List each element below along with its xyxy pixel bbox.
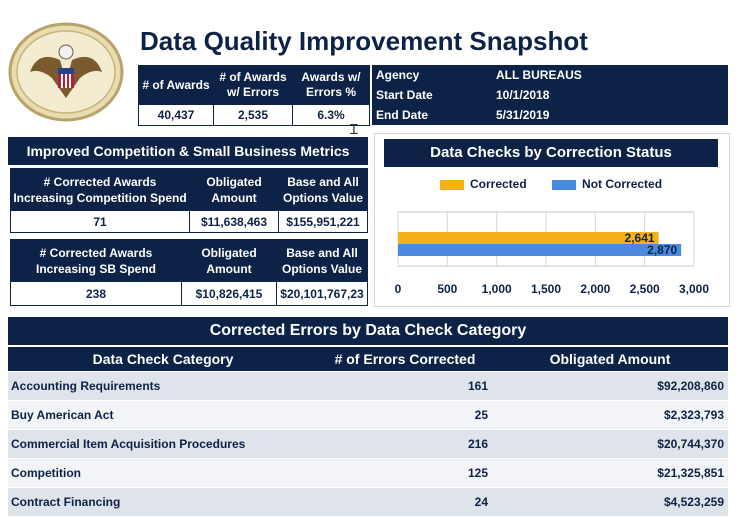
row-count: 161 (318, 371, 492, 401)
competition-header-base-value: Base and All Options Value (278, 168, 368, 211)
legend-swatch-not-corrected (552, 179, 577, 190)
agency-info-table: Agency ALL BUREAUS Start Date 10/1/2018 En… (372, 65, 728, 125)
sb-header-base-value: Base and All Options Value (276, 239, 368, 282)
sb-spend-table: # Corrected Awards Increasing SB Spend O… (10, 239, 368, 306)
row-amount: $20,744,370 (492, 429, 728, 459)
errors-table: Data Check Category # of Errors Correcte… (8, 347, 728, 517)
end-date-label: End Date (376, 108, 429, 122)
sb-value-obligated: $10,826,415 (181, 281, 277, 306)
awards-summary-table: # of Awards # of Awards w/ Errors Awards… (138, 65, 370, 126)
x-tick-label: 3,000 (679, 282, 709, 296)
row-category: Contract Financing (8, 487, 318, 517)
kpi-header-awards-errors: # of Awards w/ Errors (213, 65, 293, 105)
x-tick-label: 500 (437, 282, 457, 296)
competition-header-obligated: Obligated Amount (189, 168, 279, 211)
row-amount: $2,323,793 (492, 400, 728, 430)
data-label: 2,641 (625, 231, 655, 245)
x-tick-label: 1,500 (531, 282, 561, 296)
row-amount: $4,523,259 (492, 487, 728, 517)
row-amount: $21,325,851 (492, 458, 728, 488)
errors-header-category: Data Check Category (8, 347, 318, 372)
row-count: 25 (318, 400, 492, 430)
kpi-header-awards: # of Awards (138, 65, 214, 105)
chart-title: Data Checks by Correction Status (384, 139, 718, 167)
kpi-value-awards-errors: 2,535 (213, 104, 293, 126)
start-date-label: Start Date (376, 88, 433, 102)
start-date-value: 10/1/2018 (496, 88, 550, 102)
page-title: Data Quality Improvement Snapshot (140, 26, 588, 56)
row-category: Buy American Act (8, 400, 318, 430)
legend-swatch-corrected (440, 179, 464, 190)
legend-corrected: Corrected (440, 177, 527, 191)
errors-header-count: # of Errors Corrected (318, 347, 492, 372)
chart-legend: Corrected Not Corrected (440, 177, 662, 191)
end-date-value: 5/31/2019 (496, 108, 550, 122)
row-category: Competition (8, 458, 318, 488)
bar-corrected (398, 232, 659, 244)
sb-header-obligated: Obligated Amount (181, 239, 277, 282)
x-tick-label: 2,000 (580, 282, 610, 296)
correction-status-chart-panel (374, 133, 730, 307)
agency-value: ALL BUREAUS (496, 68, 582, 82)
competition-value-base-value: $155,951,221 (278, 210, 368, 233)
row-count: 216 (318, 429, 492, 459)
table-row: Buy American Act 25 $2,323,793 (8, 400, 728, 430)
row-count: 125 (318, 458, 492, 488)
legend-label-not-corrected: Not Corrected (582, 177, 663, 191)
competition-header-count: # Corrected Awards Increasing Competitio… (10, 168, 190, 211)
row-amount: $92,208,860 (492, 371, 728, 401)
sb-value-base-value: $20,101,767,23 (276, 281, 368, 306)
text-cursor-icon: Ɪ (350, 121, 358, 137)
data-label: 2,870 (647, 243, 677, 257)
sb-header-count: # Corrected Awards Increasing SB Spend (10, 239, 182, 282)
x-tick-label: 0 (395, 282, 402, 296)
table-row: Commercial Item Acquisition Procedures 2… (8, 429, 728, 459)
agency-label: Agency (376, 68, 420, 82)
kpi-value-awards: 40,437 (138, 104, 214, 126)
table-row: Contract Financing 24 $4,523,259 (8, 487, 728, 517)
errors-section-header: Corrected Errors by Data Check Category (8, 317, 728, 345)
kpi-value-errors-pct: 6.3% (292, 104, 370, 126)
sb-value-count: 238 (10, 281, 182, 306)
bar-not-corrected (398, 244, 682, 256)
competition-spend-table: # Corrected Awards Increasing Competitio… (10, 168, 368, 233)
competition-value-count: 71 (10, 210, 190, 233)
eagle-seal-icon (8, 22, 124, 122)
kpi-header-errors-pct: Awards w/ Errors % (292, 65, 370, 105)
errors-header-amount: Obligated Amount (492, 347, 728, 372)
row-count: 24 (318, 487, 492, 517)
x-tick-label: 2,500 (630, 282, 660, 296)
competition-metrics-header: Improved Competition & Small Business Me… (8, 137, 368, 165)
table-row: Competition 125 $21,325,851 (8, 458, 728, 488)
competition-value-obligated: $11,638,463 (189, 210, 279, 233)
legend-label-corrected: Corrected (470, 177, 527, 191)
x-tick-label: 1,000 (482, 282, 512, 296)
table-row: Accounting Requirements 161 $92,208,860 (8, 371, 728, 401)
legend-not-corrected: Not Corrected (552, 177, 662, 191)
row-category: Accounting Requirements (8, 371, 318, 401)
row-category: Commercial Item Acquisition Procedures (8, 429, 318, 459)
